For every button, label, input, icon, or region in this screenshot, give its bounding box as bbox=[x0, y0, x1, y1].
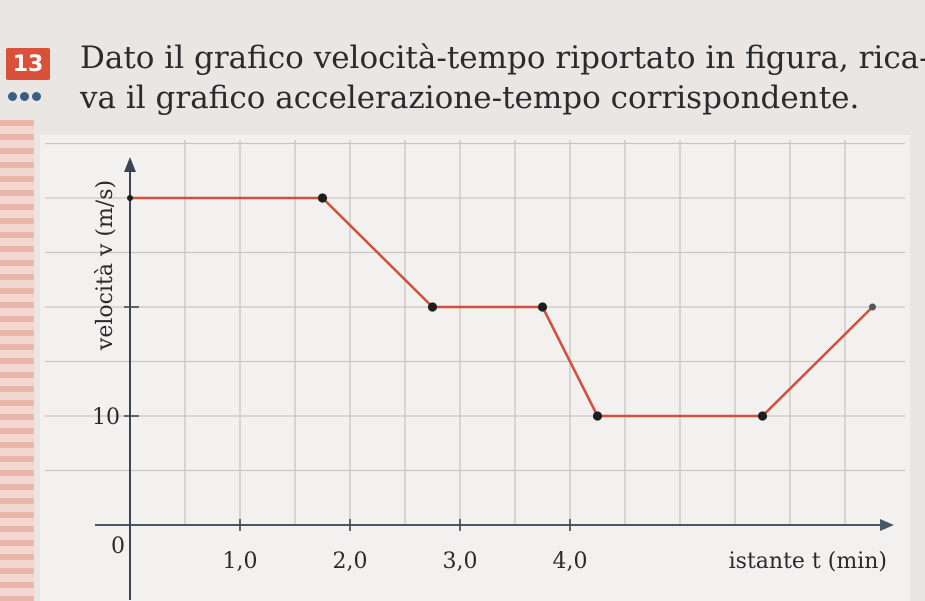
y-tick-label: 10 bbox=[92, 405, 120, 430]
exercise-text-line-2: va il grafico accelerazione-tempo corris… bbox=[80, 80, 860, 116]
difficulty-dot bbox=[20, 92, 29, 101]
chart-series bbox=[127, 193, 876, 421]
difficulty-dot bbox=[32, 92, 41, 101]
x-axis-arrow bbox=[880, 519, 894, 531]
x-tick-label: 3,0 bbox=[443, 549, 478, 574]
data-point bbox=[317, 193, 328, 203]
x-tick-label: 2,0 bbox=[333, 549, 368, 574]
page-margin-strip bbox=[0, 120, 34, 601]
exercise-number-badge: 13 bbox=[6, 48, 50, 80]
chart-labels: 1,0 2,0 3,0 4,0 10 0 istante t (min) velocità v… bbox=[92, 180, 887, 574]
origin-label: 0 bbox=[111, 534, 125, 559]
data-point bbox=[427, 302, 438, 312]
data-point bbox=[757, 411, 768, 421]
data-point bbox=[869, 303, 876, 311]
chart-grid bbox=[45, 140, 905, 525]
data-point bbox=[592, 411, 603, 421]
x-tick-label: 4,0 bbox=[553, 549, 588, 574]
x-tick-label: 1,0 bbox=[223, 549, 258, 574]
data-point bbox=[127, 195, 133, 201]
y-axis-arrow bbox=[124, 157, 136, 172]
chart-paper bbox=[40, 135, 910, 601]
difficulty-dots bbox=[8, 92, 41, 101]
x-axis-label: istante t (min) bbox=[729, 549, 887, 574]
data-point bbox=[537, 302, 548, 312]
y-axis-label: velocità v (m/s) bbox=[93, 180, 118, 351]
difficulty-dot bbox=[8, 92, 17, 101]
chart-axes bbox=[95, 157, 894, 600]
exercise-text-line-1: Dato il grafico velocità-tempo riportato… bbox=[80, 40, 925, 76]
